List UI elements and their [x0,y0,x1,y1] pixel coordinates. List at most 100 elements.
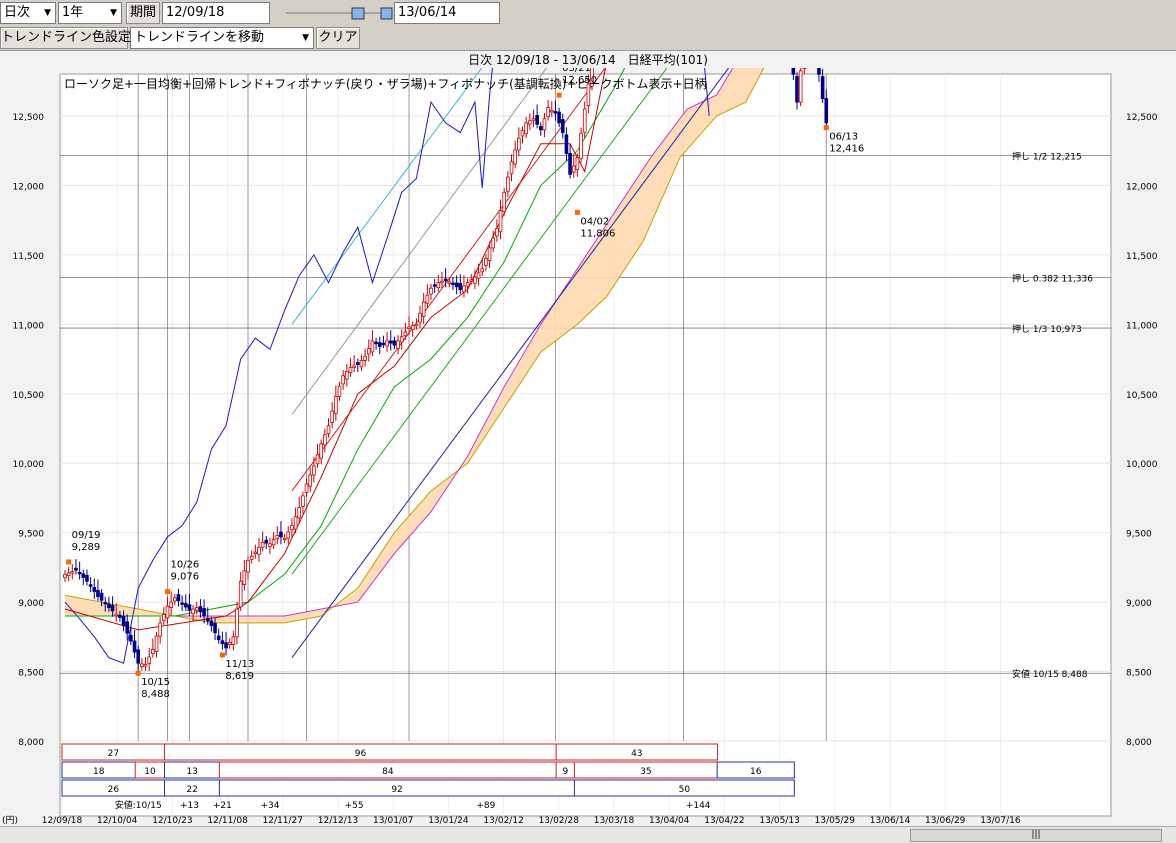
x-tick-label: 13/03/18 [594,816,635,826]
candle-body [429,287,433,295]
clear-button[interactable]: クリア [316,27,360,49]
x-tick-label: 12/11/08 [207,816,248,826]
range-select[interactable]: 1年 [58,2,122,24]
candle-body [520,130,525,137]
candle-body [454,282,459,288]
chart-area[interactable]: 高値 05/23 15,943押し 0.618 13,095押し 1/2 12,… [0,68,1176,826]
candle-body [359,360,364,368]
period-type-select[interactable]: 日次 [0,2,56,24]
y-tick-label-right: 11,500 [1126,252,1158,262]
candle-body [352,365,356,368]
x-tick-label: 13/01/24 [428,816,469,826]
y-tick-label-left: 11,500 [13,252,45,262]
candle-body [407,326,411,330]
candle-body [820,76,825,99]
candle-body [231,636,236,646]
start-date-field[interactable]: 12/09/18 [162,2,270,24]
candle-body [571,165,576,173]
peak-date-label: 09/19 [72,530,101,541]
chikou-span-line [64,68,710,664]
candle-body [524,122,528,135]
candle-body [487,247,492,261]
x-tick-label: 13/01/07 [373,816,413,826]
y-unit-label: (円) [2,815,18,826]
candle-body [802,68,807,69]
candle-body [140,663,144,667]
x-tick-label: 13/04/04 [649,816,690,826]
fibonacci-label: 押し 1/3 10,973 [1012,323,1082,335]
candle-body [253,551,258,554]
cycle-count-label: 50 [679,785,691,795]
candle-body [458,283,463,290]
hi-count-label: +21 [213,801,232,811]
trendline-move-value: トレンドラインを移動 [134,30,265,45]
candle-body [202,608,206,617]
senkou-span-b-line [65,68,734,617]
candle-body [268,543,272,547]
candle-body [392,340,397,346]
fibonacci-label: 安値 10/15 8,488 [1012,668,1088,680]
candle-body [345,371,349,380]
candle-body [129,634,133,642]
fibonacci-label: 押し 0.382 11,336 [1012,273,1093,285]
candle-body [235,608,239,638]
trendline-move-select[interactable]: トレンドラインを移動 [130,27,314,49]
candle-body [377,342,382,347]
end-date-field[interactable]: 13/06/14 [394,2,500,24]
candle-body [180,602,184,605]
candle-body [363,355,367,361]
period-slider[interactable] [284,5,396,21]
candle-body [568,153,572,175]
peak-date-label: 10/15 [141,677,170,688]
cycle-count-label: 27 [108,749,119,759]
candle-body [546,107,550,117]
candle-body [795,76,799,103]
candle-body [183,603,188,608]
cycle-count-label: 96 [355,749,367,759]
candle-body [246,560,250,573]
candle-body [125,621,130,634]
candle-body [443,278,448,281]
scroll-thumb[interactable]: ||| [910,829,1162,842]
candle-body [355,362,360,365]
peak-value-label: 8,488 [141,689,170,700]
peak-date-label: 10/26 [170,560,199,571]
peak-value-label: 11,806 [580,228,615,239]
cycle-count-label: 13 [186,767,197,777]
regression-trend-line [291,68,606,492]
x-tick-label: 12/09/18 [42,816,83,826]
candle-body [495,228,499,237]
period-button[interactable]: 期間 [126,2,160,24]
candle-body [582,108,587,133]
peak-date-label: 11/13 [225,659,254,670]
trendline-color-button[interactable]: トレンドライン色設定 [0,27,131,49]
candle-body [509,161,514,175]
x-tick-label: 13/06/29 [925,816,966,826]
candle-body [421,301,426,317]
regression-trend-line [291,68,730,658]
indicator-legend: ローソク足+一目均衡+回帰トレンド+フィボナッチ(戻り・ザラ場)+フィボナッチ(… [64,77,707,91]
peak-marker [66,559,72,565]
candle-body [312,465,316,476]
y-tick-label-left: 8,500 [18,669,44,679]
candle-body [476,272,481,279]
candle-body [132,640,137,653]
period-type-value: 日次 [4,5,31,20]
peak-marker [556,92,562,98]
horizontal-scrollbar[interactable]: ||| [0,826,1176,843]
candle-body [469,279,474,282]
candle-body [528,120,532,125]
candle-body [99,592,104,601]
candle-body [403,331,408,337]
peak-marker [574,209,580,215]
candle-body [326,425,331,435]
candle-body [293,516,298,530]
candle-body [271,539,276,546]
candle-body [451,282,455,285]
cycle-count-box [716,761,795,779]
candle-body [147,656,151,664]
hi-count-label: +144 [686,801,711,811]
candle-body [154,635,159,652]
chart-title: 日次 12/09/18 - 13/06/14 日経平均(101) [0,50,1176,70]
candle-body [432,284,437,287]
